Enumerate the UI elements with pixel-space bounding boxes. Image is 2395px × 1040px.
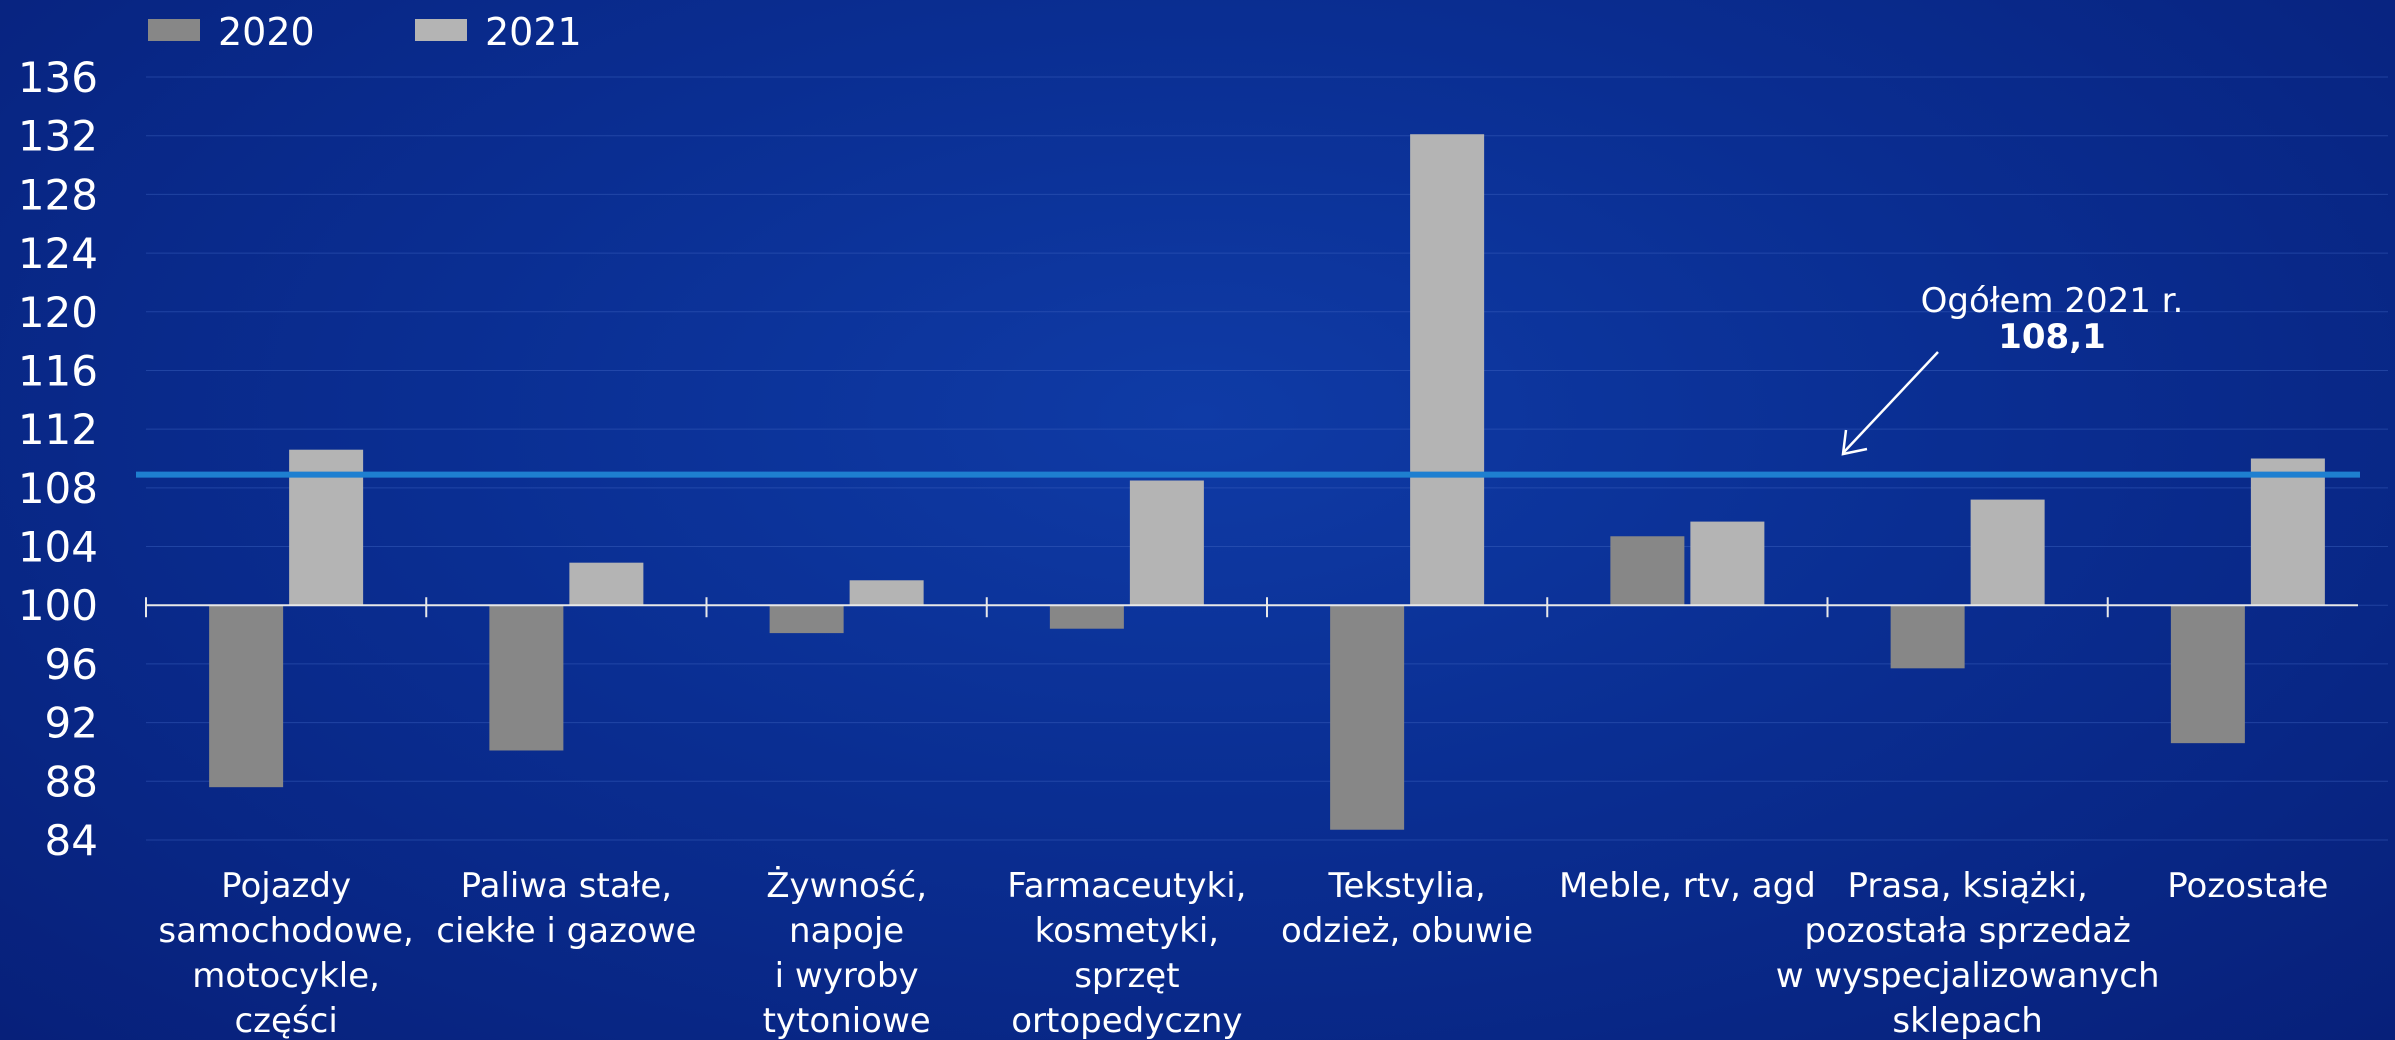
y-tick-label: 92 (45, 699, 98, 748)
category-label-4: Tekstylia, odzież, obuwie (1281, 866, 1533, 951)
grid-lines (146, 76, 2388, 841)
legend: 2020 2021 (148, 10, 582, 54)
y-tick-label: 136 (18, 53, 98, 102)
bar-2020-7 (2170, 605, 2245, 744)
bar-2021-5 (1690, 521, 1765, 606)
y-tick-label: 88 (45, 757, 98, 806)
category-label-2: Żywność, napoje i wyroby tytoniowe (763, 866, 931, 1040)
y-tick-label: 112 (18, 405, 98, 454)
category-label-1: Paliwa stałe, ciekłe i gazowe (436, 866, 696, 951)
y-tick-label: 100 (18, 581, 98, 630)
bar-2020-0 (209, 605, 284, 788)
annotation: Ogółem 2021 r. 108,1 (1841, 281, 2184, 456)
y-axis-ticks: 84 88 92 96 100 104 108 112 116 120 124 128 132 136 (18, 53, 98, 865)
y-tick-label: 84 (45, 816, 98, 865)
y-tick-label: 104 (18, 523, 98, 572)
category-label-0: Pojazdy samochodowe, motocykle, części (158, 866, 413, 1040)
legend-swatch-2021 (415, 19, 467, 41)
y-tick-label: 96 (45, 640, 98, 689)
y-tick-label: 120 (18, 288, 98, 337)
legend-label-2021: 2021 (485, 10, 582, 54)
bar-2020-5 (1610, 536, 1685, 606)
bar-2021-7 (2250, 458, 2325, 606)
category-label-5: Meble, rtv, agd (1559, 866, 1816, 906)
category-label-3: Farmaceutyki, kosmetyki, sprzęt ortopedyczn… (1007, 866, 1246, 1040)
y-tick-label: 108 (18, 464, 98, 513)
bar-2021-1 (569, 562, 644, 606)
annotation-value: 108,1 (1998, 317, 2106, 357)
annotation-arrow (1841, 351, 1939, 456)
bar-2021-6 (1970, 499, 2045, 606)
category-label-7: Pozostałe (2167, 866, 2328, 906)
bar-2020-1 (489, 605, 564, 751)
y-tick-label: 132 (18, 112, 98, 161)
bar-2020-4 (1330, 605, 1405, 830)
legend-swatch-2020 (148, 19, 200, 41)
category-labels: Pojazdy samochodowe, motocykle, części Paliw… (158, 866, 2328, 1040)
y-tick-label: 128 (18, 170, 98, 219)
y-tick-label: 124 (18, 229, 98, 278)
bar-2020-2 (769, 605, 844, 634)
bars (209, 134, 2325, 830)
bar-2021-3 (1129, 480, 1204, 606)
baseline-axis (145, 597, 2358, 618)
category-label-6: Prasa, książki, pozostała sprzedaż w wyspe… (1776, 866, 2160, 1040)
bar-2021-4 (1410, 134, 1485, 606)
annotation-text: Ogółem 2021 r. (1921, 281, 2184, 321)
y-tick-label: 116 (18, 346, 98, 395)
bar-2021-2 (849, 580, 924, 606)
legend-label-2020: 2020 (218, 10, 315, 54)
bar-2020-6 (1890, 605, 1965, 669)
bar-2020-3 (1049, 605, 1124, 629)
